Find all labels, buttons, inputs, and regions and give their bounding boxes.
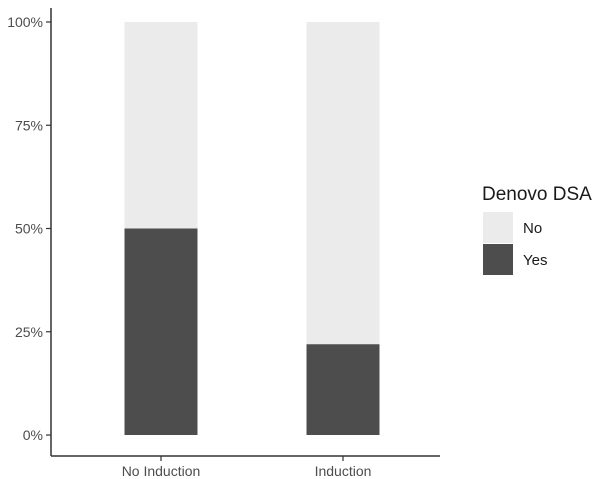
y-tick-label: 0% [23,427,43,443]
x-tick-label: No Induction [122,463,201,479]
legend-title: Denovo DSA [482,184,592,205]
bar-no-induction-no [124,22,198,229]
bars-group [124,22,380,435]
x-axis: No Induction Induction [51,455,440,479]
legend: Denovo DSA No Yes [482,184,592,275]
y-tick-label: 100% [7,14,43,30]
legend-key-no [483,212,513,243]
y-tick-label: 25% [15,324,43,340]
legend-entries: No Yes [483,212,547,275]
legend-label-yes: Yes [523,252,547,269]
bar-induction-no [306,22,380,345]
bar-induction-yes [306,344,380,435]
legend-key-yes [483,244,513,275]
legend-label-no: No [523,220,542,237]
y-tick-label: 75% [15,117,43,133]
bar-no-induction-yes [124,228,198,435]
y-tick-label: 50% [15,221,43,237]
y-axis: 0% 25% 50% 75% 100% [7,8,52,456]
x-tick-label: Induction [315,463,372,479]
x-ticks: No Induction Induction [122,456,372,479]
y-ticks: 0% 25% 50% 75% 100% [7,14,51,443]
